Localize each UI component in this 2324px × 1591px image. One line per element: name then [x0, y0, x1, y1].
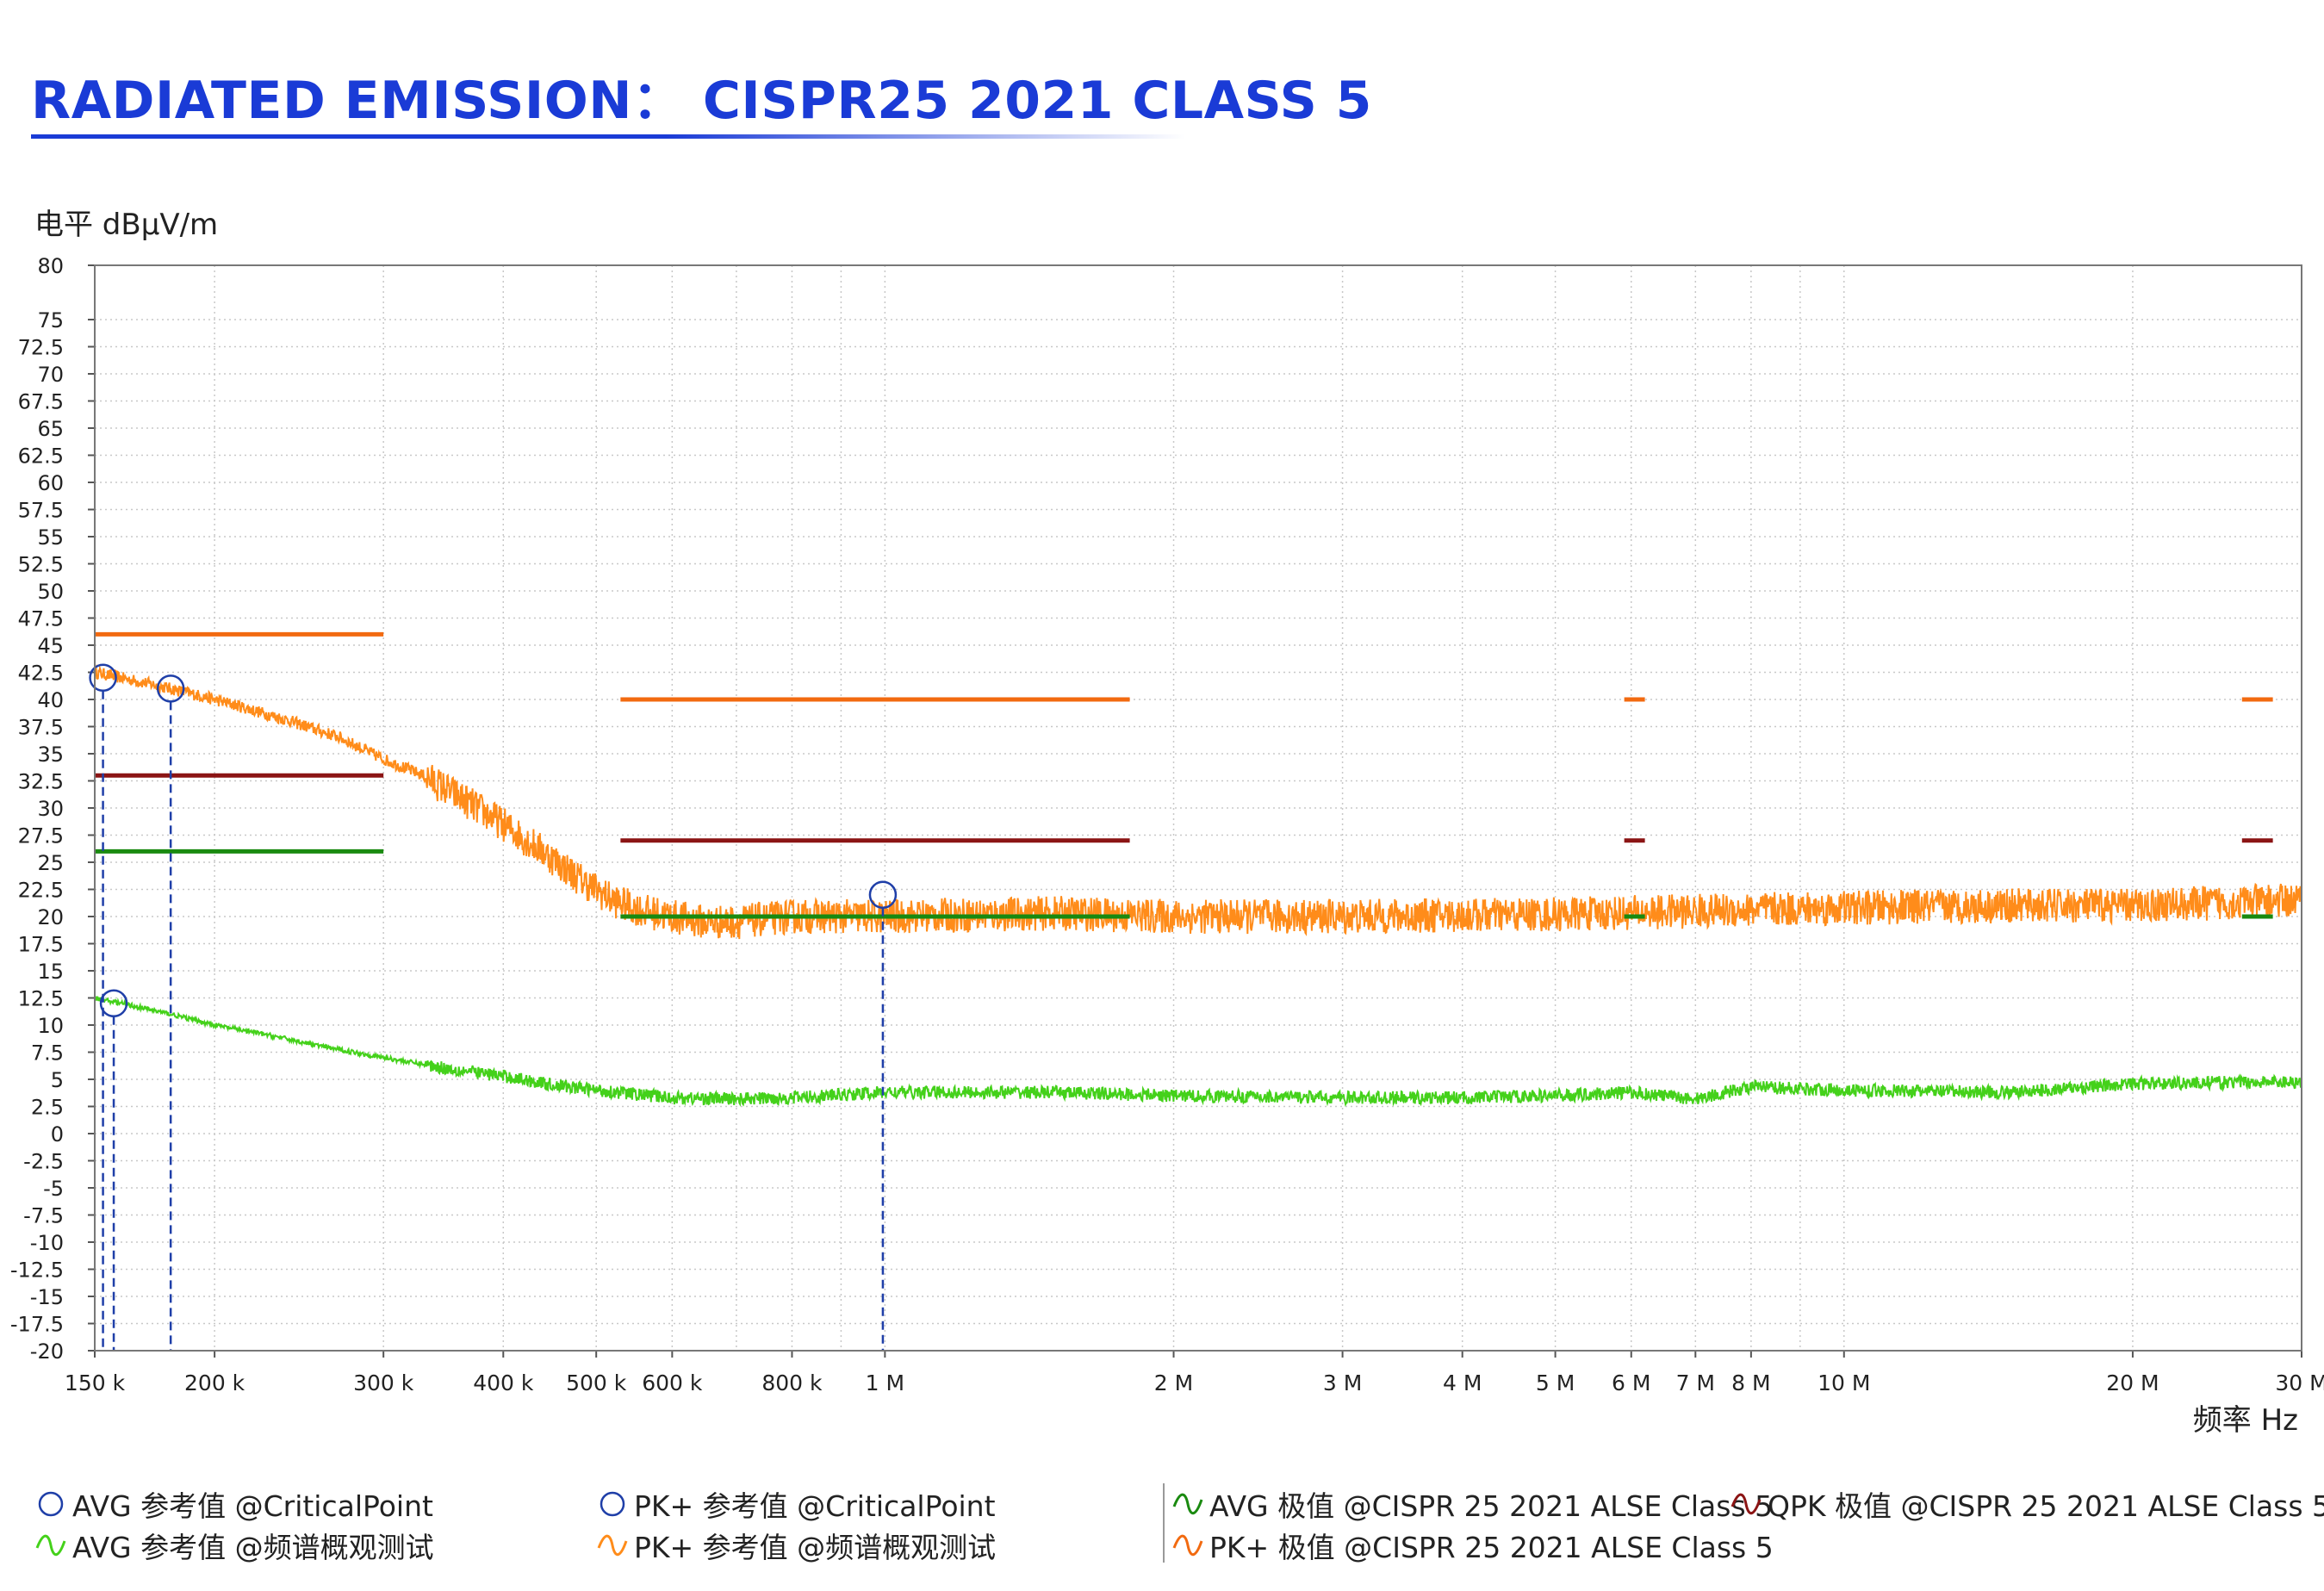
critical-point-marker [89, 663, 117, 693]
circle-marker-icon [38, 1491, 64, 1517]
x-tick-label: 8 M [1731, 1370, 1770, 1395]
legend-avg-critical-point: AVG 参考值 @CriticalPoint [34, 1483, 433, 1525]
legend-pk-critical-point: PK+ 参考值 @CriticalPoint [596, 1483, 996, 1525]
y-tick-label: 35 [37, 743, 64, 767]
y-tick-label: -20 [30, 1339, 64, 1364]
avg-series-line [95, 995, 2302, 1107]
x-tick-label: 200 k [184, 1370, 245, 1395]
wave-line-icon [35, 1534, 66, 1557]
legend-qpk-limit: QPK 极值 @CISPR 25 2021 ALSE Class 5 [1730, 1483, 2324, 1525]
grid [95, 264, 2302, 1352]
legend-label: AVG 参考值 @频谱概观测试 [72, 1531, 434, 1564]
x-tick-label: 150 k [65, 1370, 126, 1395]
y-tick-label: -17.5 [10, 1313, 64, 1337]
x-tick-label: 6 M [1612, 1370, 1650, 1395]
x-tick-label: 400 k [473, 1370, 534, 1395]
x-tick-label: 3 M [1323, 1370, 1362, 1395]
y-tick-label: 40 [37, 688, 64, 712]
legend-avg-spectrum: AVG 参考值 @频谱概观测试 [34, 1525, 434, 1566]
x-tick-label: 500 k [566, 1370, 627, 1395]
legend-pk-spectrum: PK+ 参考值 @频谱概观测试 [596, 1525, 996, 1566]
legend-label: AVG 极值 @CISPR 25 2021 ALSE Class 5 [1209, 1489, 1774, 1523]
y-tick-label: 52.5 [18, 553, 64, 577]
x-tick-label: 2 M [1154, 1370, 1193, 1395]
legend-label: AVG 参考值 @CriticalPoint [72, 1489, 433, 1523]
y-tick-label: 42.5 [18, 662, 64, 686]
y-tick-label: 22.5 [18, 879, 64, 903]
y-tick-label: 50 [37, 580, 64, 604]
y-tick-label: 25 [37, 851, 64, 875]
y-tick-label: 0 [51, 1122, 64, 1147]
y-tick-label: 30 [37, 797, 64, 821]
y-tick-label: 75 [37, 308, 64, 332]
x-tick-label: 1 M [866, 1370, 904, 1395]
x-tick-label: 4 M [1443, 1370, 1482, 1395]
x-tick-label: 20 M [2106, 1370, 2159, 1395]
x-tick-label: 30 M [2275, 1370, 2324, 1395]
y-tick-label: 20 [37, 905, 64, 929]
y-tick-label: 2.5 [31, 1096, 64, 1120]
y-tick-label: -15 [30, 1285, 64, 1309]
critical-point-marker [868, 880, 898, 910]
y-tick-label: -12.5 [10, 1259, 64, 1283]
wave-line-icon [1172, 1493, 1203, 1515]
critical-point-marker [99, 989, 128, 1018]
y-tick-label: 80 [37, 254, 64, 278]
wave-line-icon [1172, 1534, 1203, 1557]
y-tick-label: -7.5 [23, 1204, 64, 1228]
y-tick-label: 15 [37, 960, 64, 984]
plot-frame [94, 264, 2302, 1352]
x-tick-label: 600 k [642, 1370, 703, 1395]
legend-label: PK+ 参考值 @频谱概观测试 [634, 1531, 997, 1564]
limit-lines [95, 631, 2273, 919]
y-tick-label: 70 [37, 363, 64, 387]
y-tick-label: 12.5 [18, 987, 64, 1011]
legend-label: PK+ 极值 @CISPR 25 2021 ALSE Class 5 [1209, 1531, 1774, 1564]
y-tick-label: 47.5 [18, 607, 64, 631]
wave-line-icon [1731, 1493, 1762, 1515]
x-tick-label: 7 M [1676, 1370, 1715, 1395]
y-tick-label: 37.5 [18, 716, 64, 740]
circle-marker-icon [600, 1491, 625, 1517]
y-tick-label: 5 [51, 1068, 64, 1092]
critical-point-markers [89, 663, 898, 1351]
pk-series-line [94, 663, 2302, 940]
y-tick-label: 60 [37, 471, 64, 495]
y-tick-label: 62.5 [18, 444, 64, 469]
x-tick-label: 300 k [353, 1370, 414, 1395]
y-tick-label: 57.5 [18, 499, 64, 523]
critical-point-marker [156, 674, 185, 703]
x-tick-label: 5 M [1536, 1370, 1575, 1395]
page-title: RADIATED EMISSION： CISPR25 2021 CLASS 5 [31, 71, 1372, 131]
legend-label: PK+ 参考值 @CriticalPoint [634, 1489, 996, 1523]
legend-avg-limit: AVG 极值 @CISPR 25 2021 ALSE Class 5 [1171, 1483, 1773, 1525]
legend-separator [1163, 1483, 1165, 1563]
y-tick-label: 10 [37, 1014, 64, 1038]
y-tick-label: 32.5 [18, 770, 64, 794]
y-tick-label: 45 [37, 634, 64, 658]
y-tick-label: -5 [43, 1177, 64, 1201]
y-axis-ticks: 807572.57067.56562.56057.55552.55047.545… [10, 254, 95, 1364]
x-tick-label: 10 M [1818, 1370, 1870, 1395]
y-tick-label: 67.5 [18, 390, 64, 414]
y-tick-label: 65 [37, 417, 64, 441]
x-axis-ticks: 150 k 200 k 300 k 400 k 500 k 600 k 800 k 1 M 2 … [65, 1351, 2324, 1395]
title-underline [31, 134, 1185, 139]
y-axis-label: 电平 dBμV/m [34, 208, 218, 242]
x-axis-label: 频率 Hz [2193, 1403, 2298, 1438]
wave-line-icon [597, 1534, 628, 1557]
x-tick-label: 800 k [761, 1370, 823, 1395]
y-tick-label: 27.5 [18, 824, 64, 848]
series-layer [94, 663, 2302, 1107]
y-tick-label: 7.5 [31, 1041, 64, 1066]
legend-label: QPK 极值 @CISPR 25 2021 ALSE Class 5 [1768, 1489, 2324, 1523]
y-tick-label: 17.5 [18, 933, 64, 957]
y-tick-label: -2.5 [23, 1150, 64, 1174]
y-tick-label: -10 [30, 1231, 64, 1255]
y-tick-label: 55 [37, 525, 64, 550]
legend-pk-limit: PK+ 极值 @CISPR 25 2021 ALSE Class 5 [1171, 1525, 1774, 1566]
y-tick-label: 72.5 [18, 336, 64, 360]
